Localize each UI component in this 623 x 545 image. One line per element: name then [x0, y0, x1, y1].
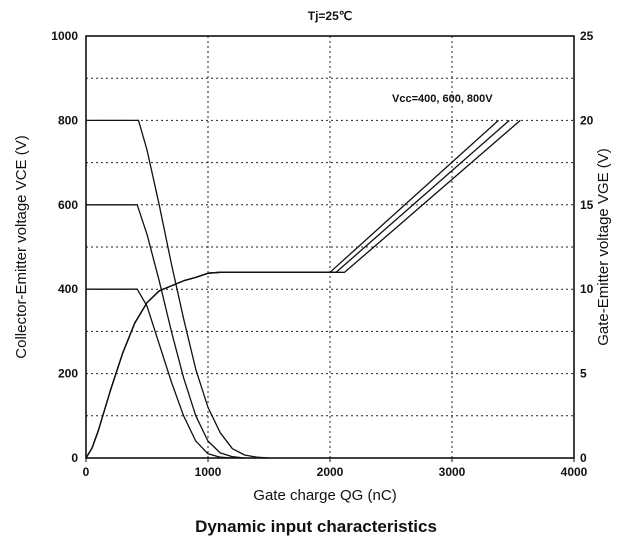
y-left-tick-label: 400: [58, 282, 78, 296]
y-axis-right-label: Gate-Emitter voltage VGE (V): [595, 148, 612, 346]
series-group: [85, 119, 521, 459]
x-tick-label: 0: [83, 465, 90, 479]
vce-series-line-1: [86, 288, 233, 459]
x-tick-label: 1000: [195, 465, 222, 479]
tick-labels: 0 1000 2000 3000 400002004006008001000051015…: [51, 29, 593, 479]
grid: [86, 36, 574, 458]
y-left-tick-label: 800: [58, 113, 78, 127]
y-left-tick-label: 200: [58, 367, 78, 381]
y-right-tick-label: 15: [580, 198, 594, 212]
y-right-tick-label: 10: [580, 282, 594, 296]
y-left-tick-label: 1000: [51, 29, 78, 43]
y-right-tick-label: 0: [580, 451, 587, 465]
vcc-annotation: Vcc=400, 600, 800V: [392, 93, 493, 105]
y-left-tick-label: 0: [71, 451, 78, 465]
condition-label: Tj=25℃: [308, 9, 353, 23]
y-left-tick-label: 600: [58, 198, 78, 212]
x-tick-label: 2000: [317, 465, 344, 479]
y-right-tick-label: 5: [580, 367, 587, 381]
x-tick-label: 4000: [561, 465, 588, 479]
chart-title: Dynamic input characteristics: [195, 517, 437, 536]
vce-series-line-2: [86, 204, 245, 459]
vge-series-line-6: [85, 119, 521, 459]
y-axis-left-label: Collector-Emitter voltage VCE (V): [13, 135, 30, 358]
x-axis-label: Gate charge QG (nC): [253, 487, 396, 504]
x-tick-label: 3000: [439, 465, 466, 479]
y-right-tick-label: 25: [580, 29, 594, 43]
vce-series-line-3: [86, 119, 270, 459]
y-right-tick-label: 20: [580, 113, 594, 127]
